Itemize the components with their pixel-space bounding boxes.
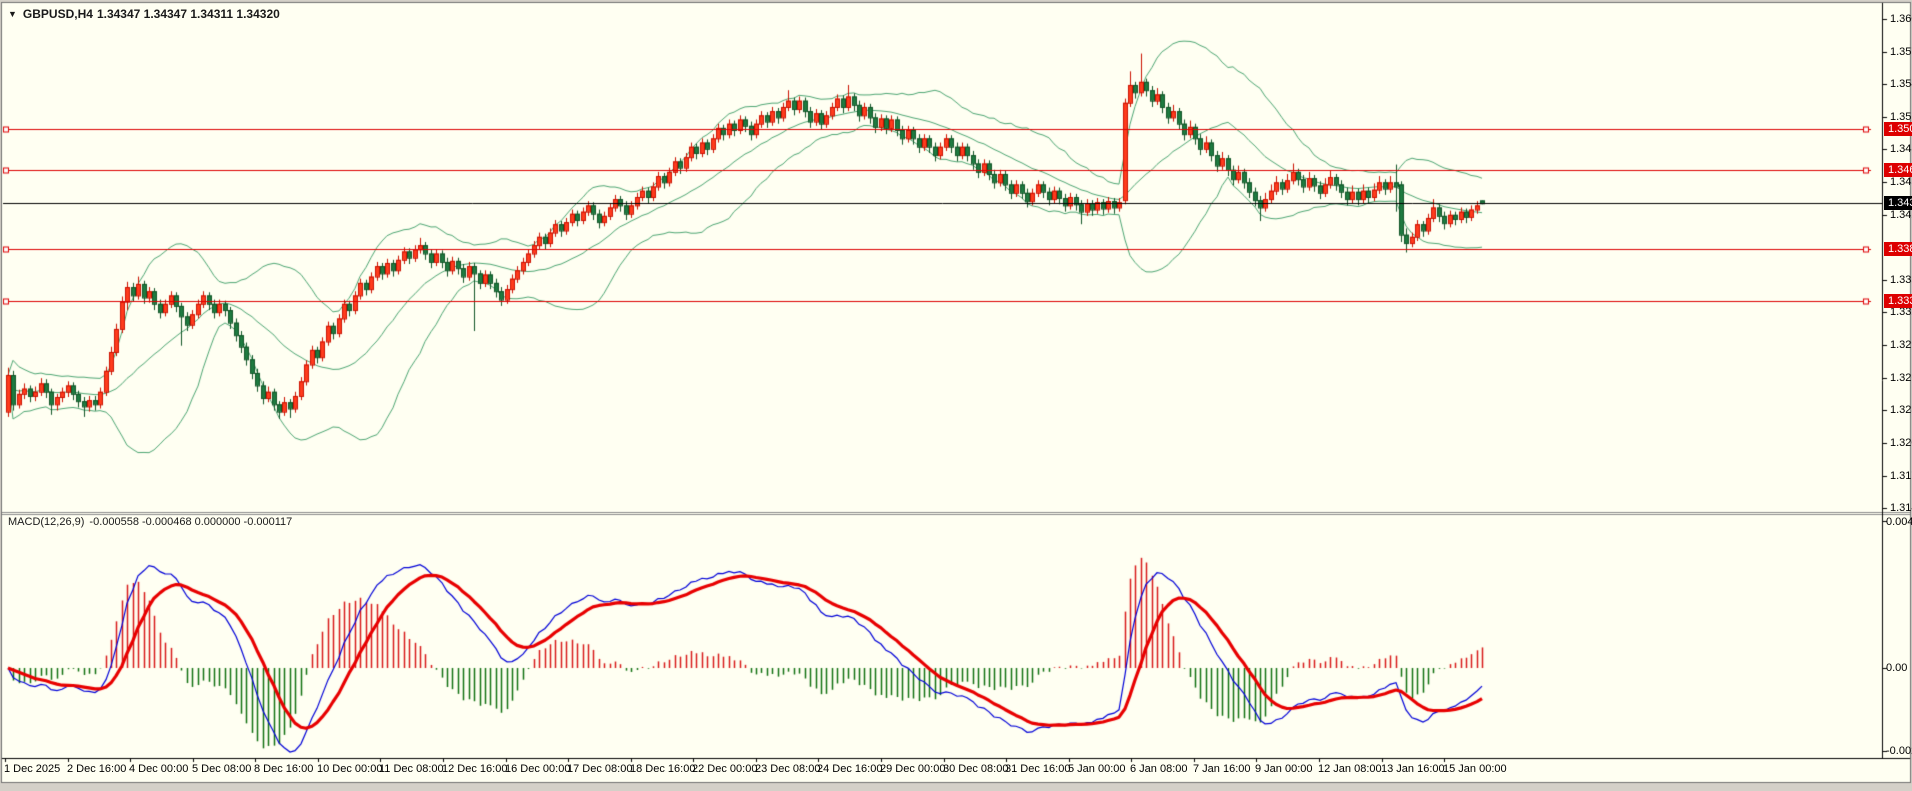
price-axis-label: 1.35145 <box>1890 111 1912 123</box>
time-axis-label: 6 Jan 08:00 <box>1130 763 1188 775</box>
price-badge-1.33385: 1.33385 <box>1884 294 1912 308</box>
macd-axis-zero-label: 0.00 <box>1886 662 1908 674</box>
time-axis-label: 2 Dec 16:00 <box>67 763 127 775</box>
time-axis-label: 8 Dec 16:00 <box>254 763 314 775</box>
time-axis-label: 22 Dec 00:00 <box>692 763 758 775</box>
price-axis-label: 1.33280 <box>1890 306 1912 318</box>
time-axis-label: 5 Dec 08:00 <box>192 763 252 775</box>
time-axis-label: 1 Dec 2025 <box>4 763 61 775</box>
price-axis-label: 1.36080 <box>1890 13 1912 25</box>
macd-axis-max-label: 0.004017 <box>1886 516 1912 528</box>
price-axis-label: 1.32345 <box>1890 404 1912 416</box>
time-axis-label: 13 Jan 16:00 <box>1381 763 1445 775</box>
time-axis-label: 30 Dec 08:00 <box>943 763 1009 775</box>
macd-indicator-label: MACD(12,26,9) -0.000558 -0.000468 0.00000… <box>8 516 297 528</box>
macd-name: MACD(12,26,9) <box>8 516 85 528</box>
price-axis-label: 1.32965 <box>1890 339 1912 351</box>
time-axis-label: 31 Dec 16:00 <box>1005 763 1071 775</box>
price-axis-label: 1.33590 <box>1890 274 1912 286</box>
macd-values: -0.000558 -0.000468 0.000000 -0.000117 <box>89 516 293 528</box>
price-badge-1.35033: 1.35033 <box>1884 122 1912 136</box>
price-axis-label: 1.35455 <box>1890 78 1912 90</box>
time-axis-label: 15 Jan 00:00 <box>1443 763 1507 775</box>
chart-title: ▼ GBPUSD,H4 1.34347 1.34347 1.34311 1.3432… <box>8 7 284 21</box>
time-axis-label: 16 Dec 00:00 <box>505 763 571 775</box>
price-axis-label: 1.34210 <box>1890 209 1912 221</box>
time-axis-label: 12 Dec 16:00 <box>442 763 508 775</box>
price-axis-label: 1.32655 <box>1890 372 1912 384</box>
price-axis-label: 1.34525 <box>1890 176 1912 188</box>
time-axis-label: 17 Dec 08:00 <box>567 763 633 775</box>
symbol-period-label: GBPUSD,H4 <box>22 7 93 21</box>
price-axis-label: 1.35765 <box>1890 46 1912 58</box>
time-axis-label: 12 Jan 08:00 <box>1318 763 1382 775</box>
macd-axis-min-label: -0.00235 <box>1886 745 1912 757</box>
time-axis-label: 9 Jan 00:00 <box>1255 763 1313 775</box>
time-axis-label: 4 Dec 00:00 <box>129 763 189 775</box>
time-axis-label: 24 Dec 16:00 <box>817 763 883 775</box>
price-badge-1.34320: 1.34320 <box>1884 196 1912 210</box>
time-axis-label: 7 Jan 16:00 <box>1193 763 1251 775</box>
price-axis-label: 1.32035 <box>1890 437 1912 449</box>
symbol-dropdown-icon[interactable]: ▼ <box>8 9 17 19</box>
time-axis-label: 29 Dec 00:00 <box>880 763 946 775</box>
price-axis-label: 1.31720 <box>1890 470 1912 482</box>
price-badge-1.33887: 1.33887 <box>1884 242 1912 256</box>
price-axis-label: 1.31410 <box>1890 502 1912 514</box>
time-axis-label: 5 Jan 00:00 <box>1068 763 1126 775</box>
time-axis-label: 18 Dec 16:00 <box>630 763 696 775</box>
time-axis-label: 23 Dec 08:00 <box>755 763 821 775</box>
time-axis-label: 11 Dec 08:00 <box>379 763 444 775</box>
price-axis-label: 1.34835 <box>1890 143 1912 155</box>
time-axis-label: 10 Dec 00:00 <box>317 763 383 775</box>
ohlc-values: 1.34347 1.34347 1.34311 1.34320 <box>96 7 280 21</box>
price-badge-1.34636: 1.34636 <box>1884 163 1912 177</box>
